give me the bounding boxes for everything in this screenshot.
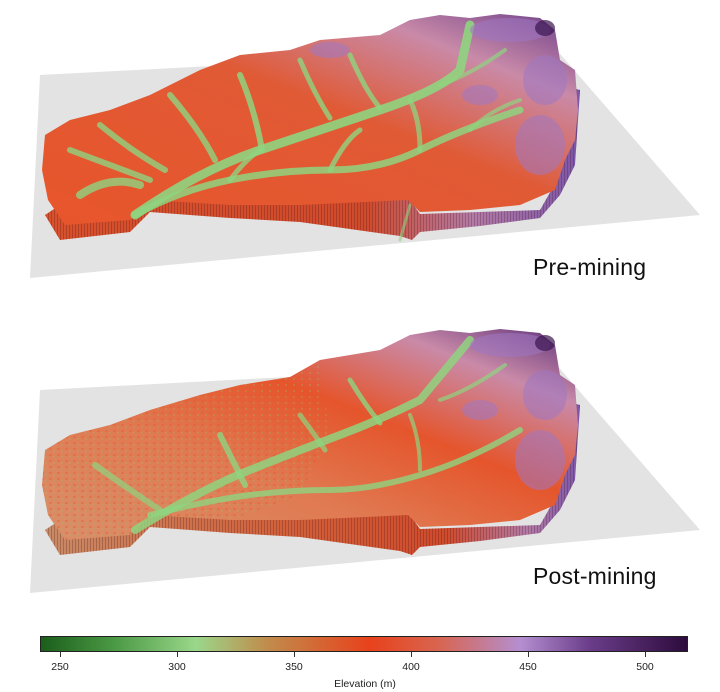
colorbar-tick [294, 652, 295, 657]
colorbar-title: Elevation (m) [334, 678, 396, 690]
colorbar-tick [60, 652, 61, 657]
colorbar-tick-label: 300 [168, 661, 186, 673]
post-mining-panel: Post-mining [0, 315, 720, 630]
terrain-surface [42, 14, 578, 225]
colorbar-tick-label: 350 [285, 661, 303, 673]
high-ridges [310, 18, 567, 175]
post-mining-terrain-render [30, 329, 700, 593]
pre-mining-panel: Pre-mining [0, 0, 720, 315]
valley-network [67, 20, 524, 242]
colorbar-tick [411, 652, 412, 657]
colorbar-tick [645, 652, 646, 657]
elevation-colorbar: 250 300 350 400 450 500 Elevation (m) [0, 630, 720, 692]
colorbar-tick [177, 652, 178, 657]
colorbar-tick-label: 450 [519, 661, 537, 673]
colorbar-tick-label: 500 [636, 661, 654, 673]
post-mining-label: Post-mining [533, 563, 657, 589]
valley-network [92, 336, 523, 534]
colorbar-tick-label: 400 [402, 661, 420, 673]
pre-mining-terrain-render [30, 14, 700, 278]
colorbar-tick [528, 652, 529, 657]
high-ridges [462, 333, 567, 490]
colorbar-tick-label: 250 [51, 661, 69, 673]
colorbar-gradient [40, 636, 688, 652]
pre-mining-label: Pre-mining [533, 254, 647, 280]
